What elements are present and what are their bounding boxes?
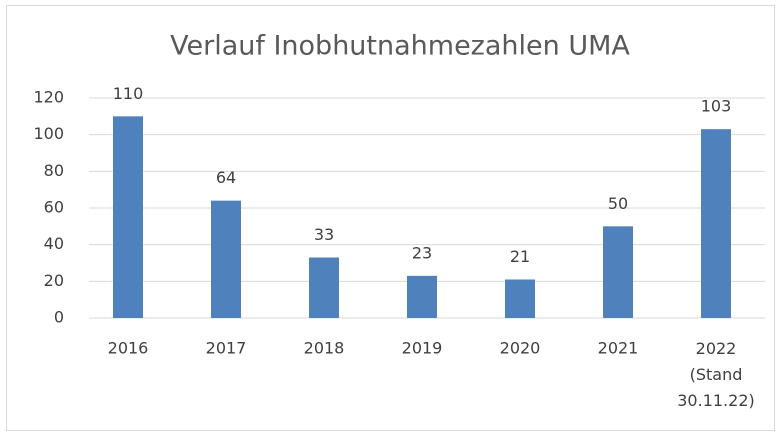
bar [701, 129, 731, 318]
bar [211, 200, 241, 318]
x-tick-label: 2019 [402, 339, 443, 358]
data-label: 103 [701, 97, 732, 116]
bar [309, 257, 339, 318]
bar [603, 226, 633, 318]
x-tick-label: 2016 [108, 339, 149, 358]
data-label: 110 [113, 84, 144, 103]
x-tick-label: 2021 [598, 339, 639, 358]
x-tick-label: 2018 [304, 339, 345, 358]
bar [505, 279, 535, 318]
y-tick-label: 80 [44, 161, 64, 180]
data-label: 64 [216, 168, 236, 187]
x-tick-label: 2017 [206, 339, 247, 358]
chart-title: Verlauf Inobhutnahmezahlen UMA [170, 31, 630, 62]
y-tick-label: 120 [33, 88, 64, 107]
y-tick-label: 0 [54, 308, 64, 327]
data-label: 21 [510, 247, 530, 266]
y-tick-label: 20 [44, 271, 64, 290]
bar [113, 116, 143, 318]
data-label: 23 [412, 243, 432, 262]
data-label: 33 [314, 225, 334, 244]
data-label: 50 [608, 194, 628, 213]
y-tick-label: 60 [44, 198, 64, 217]
y-tick-label: 40 [44, 234, 64, 253]
bar [407, 275, 437, 318]
y-tick-label: 100 [33, 124, 64, 143]
x-tick-label: 2022 (Stand 30.11.22) [677, 339, 755, 410]
x-tick-label: 2020 [500, 339, 541, 358]
